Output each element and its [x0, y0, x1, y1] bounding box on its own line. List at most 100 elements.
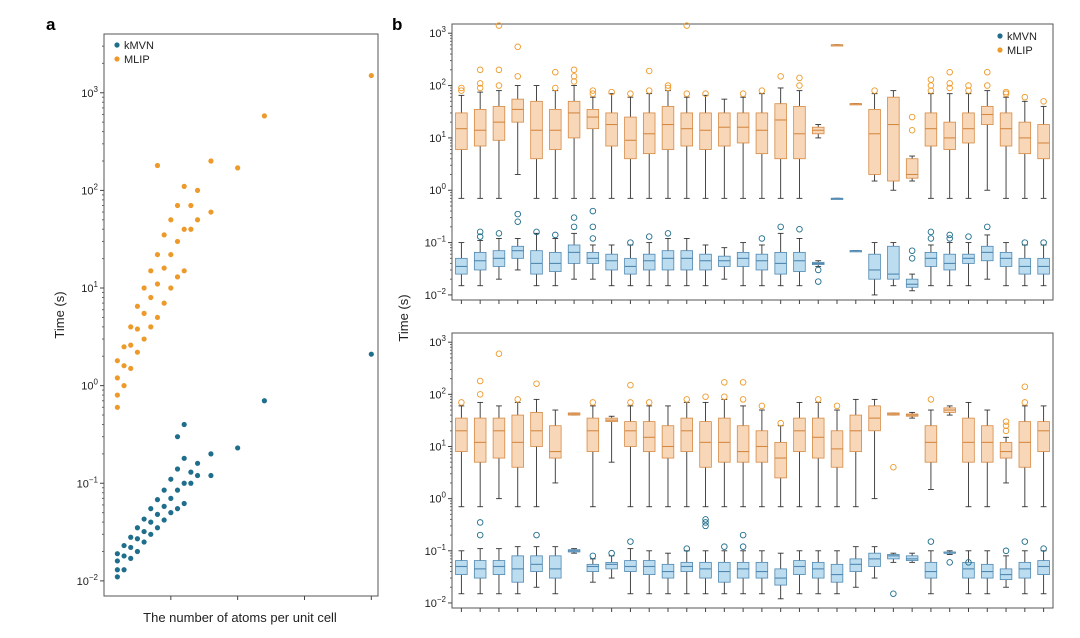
mlip-outlier — [627, 90, 634, 97]
kmvn-iqr-box — [567, 244, 581, 264]
kmvn-iqr-box — [1018, 561, 1032, 579]
mlip-iqr-box — [849, 414, 863, 452]
mlip-box — [586, 399, 600, 508]
mlip-point — [261, 113, 267, 119]
kmvn-outlier — [533, 228, 540, 236]
kmvn-outlier — [1040, 545, 1047, 552]
mlip-iqr-box — [624, 421, 637, 447]
kmvn-iqr-box — [999, 251, 1013, 267]
mlip-box — [492, 350, 506, 500]
kmvn-point — [194, 460, 201, 466]
mlip-iqr-box — [642, 421, 656, 452]
kmvn-point — [148, 506, 154, 512]
mlip-point — [134, 349, 141, 355]
mlip-outlier — [758, 87, 766, 94]
mlip-box — [1018, 383, 1032, 508]
panel-a-ytick-label: 10−2 — [77, 573, 99, 588]
kmvn-outlier — [627, 538, 634, 545]
mlip-iqr-box — [755, 112, 769, 155]
legend-mlip-marker — [114, 56, 120, 62]
kmvn-box — [755, 550, 769, 595]
kmvn-outlier — [589, 207, 597, 215]
mlip-box — [511, 43, 524, 175]
mlip-box — [455, 399, 468, 508]
kmvn-box — [924, 228, 938, 287]
kmvn-point — [188, 480, 194, 486]
kmvn-box — [943, 550, 956, 566]
mlip-box — [849, 398, 863, 508]
panel-a-xlabel: The number of atoms per unit cell — [143, 610, 337, 625]
mlip-point — [114, 404, 120, 410]
kmvn-point — [141, 528, 147, 535]
mlip-outlier — [984, 68, 991, 76]
mlip-iqr-box — [887, 96, 900, 182]
mlip-outlier — [476, 377, 484, 385]
panel-b-ytick-label: 102 — [429, 78, 446, 93]
panel-b-ytick-label: 102 — [429, 386, 446, 401]
kmvn-outlier — [1040, 239, 1047, 246]
kmvn-box — [905, 552, 919, 563]
mlip-point — [154, 251, 161, 258]
kmvn-outlier — [533, 531, 540, 539]
mlip-iqr-box — [1037, 421, 1050, 452]
kmvn-box — [887, 242, 900, 287]
mlip-outlier — [683, 22, 691, 29]
kmvn-box — [1018, 239, 1032, 287]
mlip-outlier — [495, 350, 503, 358]
kmvn-outlier — [627, 239, 634, 246]
mlip-box — [605, 88, 618, 199]
panel-a-ticks: 10−2 10−1 100 101 102 103 — [77, 45, 372, 600]
kmvn-box — [830, 197, 844, 200]
kmvn-box — [999, 242, 1013, 287]
kmvn-box — [530, 531, 543, 588]
kmvn-iqr-box — [718, 255, 731, 267]
kmvn-outlier — [702, 516, 709, 523]
mlip-box — [943, 405, 956, 416]
mlip-point — [154, 162, 161, 169]
mlip-box — [530, 85, 543, 199]
mlip-box — [793, 74, 806, 199]
mlip-iqr-box — [736, 425, 750, 463]
panel-a-ytick-label: 103 — [81, 85, 98, 100]
mlip-iqr-box — [736, 112, 750, 144]
mlip-box — [887, 412, 900, 471]
mlip-box — [755, 402, 769, 508]
panel-b-ytick-label: 10−2 — [425, 287, 447, 302]
kmvn-outlier — [814, 266, 822, 274]
kmvn-outlier — [1002, 547, 1010, 555]
kmvn-box — [812, 550, 825, 595]
mlip-outlier — [476, 391, 484, 398]
kmvn-point — [128, 555, 134, 561]
kmvn-iqr-box — [793, 251, 806, 272]
panel-b-ytick-label: 100 — [429, 182, 446, 197]
mlip-point — [114, 358, 120, 364]
mlip-outlier — [589, 90, 597, 97]
kmvn-point — [114, 558, 120, 564]
mlip-outlier — [702, 90, 709, 97]
kmvn-outlier — [965, 233, 972, 240]
mlip-point — [181, 226, 187, 232]
mlip-point — [161, 232, 167, 238]
legend-b-mlip-marker — [997, 47, 1003, 53]
panel-a-ytick-label: 100 — [81, 378, 98, 393]
mlip-iqr-box — [924, 112, 938, 147]
mlip-box — [680, 396, 693, 508]
mlip-outlier — [777, 419, 784, 427]
kmvn-iqr-box — [530, 250, 543, 275]
mlip-box — [642, 399, 656, 508]
mlip-box — [924, 76, 938, 199]
kmvn-point — [168, 476, 174, 482]
mlip-outlier — [476, 84, 484, 92]
kmvn-point — [141, 539, 147, 545]
kmvn-point — [114, 551, 120, 557]
mlip-point — [174, 202, 181, 209]
kmvn-point — [154, 511, 161, 517]
kmvn-point — [154, 525, 161, 531]
mlip-iqr-box — [530, 412, 543, 447]
kmvn-box — [661, 552, 675, 595]
kmvn-iqr-box — [924, 251, 938, 267]
mlip-box — [868, 87, 881, 182]
kmvn-iqr-box — [1037, 560, 1050, 575]
mlip-iqr-box — [699, 421, 712, 468]
mlip-box — [812, 396, 825, 508]
